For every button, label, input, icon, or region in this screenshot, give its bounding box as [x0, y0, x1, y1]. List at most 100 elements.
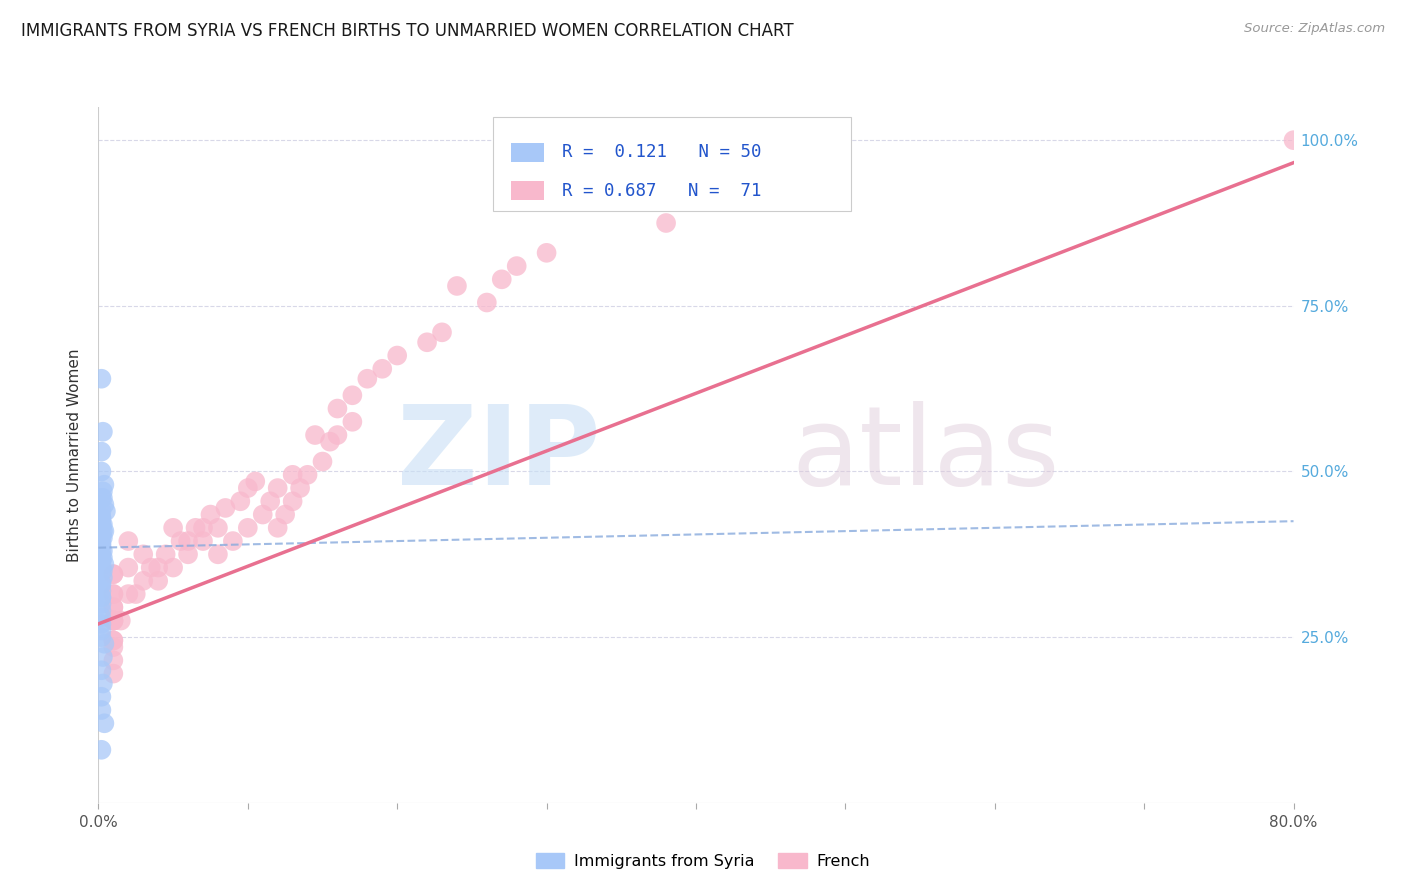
Point: [91, 531, 114, 545]
Point: [90, 690, 112, 704]
Point: [342, 415, 364, 429]
Point: [125, 587, 148, 601]
Point: [319, 434, 342, 449]
Point: [93, 558, 115, 572]
Text: Source: ZipAtlas.com: Source: ZipAtlas.com: [1244, 22, 1385, 36]
Point: [155, 547, 177, 561]
Point: [281, 494, 304, 508]
Point: [536, 245, 558, 260]
Point: [90, 504, 112, 518]
Point: [297, 467, 319, 482]
FancyBboxPatch shape: [494, 118, 852, 211]
Point: [304, 428, 326, 442]
Point: [214, 500, 236, 515]
Point: [229, 494, 252, 508]
Point: [90, 624, 112, 638]
Point: [184, 521, 207, 535]
Point: [267, 481, 290, 495]
Point: [90, 531, 112, 545]
Point: [90, 591, 112, 605]
Point: [90, 537, 112, 551]
Point: [207, 547, 229, 561]
Point: [326, 428, 349, 442]
Point: [90, 577, 112, 591]
Point: [103, 633, 125, 648]
Point: [90, 616, 112, 631]
Point: [91, 564, 114, 578]
Point: [90, 550, 112, 565]
Point: [252, 508, 274, 522]
Point: [506, 259, 529, 273]
Point: [90, 743, 112, 757]
Point: [274, 508, 297, 522]
Point: [90, 372, 112, 386]
Text: IMMIGRANTS FROM SYRIA VS FRENCH BIRTHS TO UNMARRIED WOMEN CORRELATION CHART: IMMIGRANTS FROM SYRIA VS FRENCH BIRTHS T…: [21, 22, 794, 40]
Point: [90, 517, 112, 532]
Point: [90, 604, 112, 618]
Y-axis label: Births to Unmarried Women: Births to Unmarried Women: [67, 348, 83, 562]
Point: [430, 326, 453, 340]
Point: [103, 614, 125, 628]
Point: [177, 534, 200, 549]
Text: R =  0.121   N = 50: R = 0.121 N = 50: [562, 144, 762, 161]
Point: [326, 401, 349, 416]
Point: [117, 534, 139, 549]
Point: [91, 676, 114, 690]
Point: [90, 511, 112, 525]
Point: [162, 560, 184, 574]
Point: [169, 534, 191, 549]
Point: [103, 653, 125, 667]
Point: [311, 454, 333, 468]
Point: [90, 591, 112, 605]
Point: [177, 547, 200, 561]
Point: [655, 216, 678, 230]
Point: [236, 521, 259, 535]
Point: [281, 467, 304, 482]
Bar: [510, 143, 544, 162]
Point: [491, 272, 513, 286]
Point: [103, 600, 125, 615]
Point: [90, 610, 112, 624]
Point: [103, 640, 125, 654]
Point: [90, 597, 112, 611]
Point: [342, 388, 364, 402]
Point: [91, 425, 114, 439]
Point: [90, 630, 112, 644]
Point: [356, 372, 378, 386]
Text: R = 0.687   N =  71: R = 0.687 N = 71: [562, 182, 762, 200]
Point: [475, 295, 498, 310]
Point: [91, 524, 114, 538]
Point: [93, 524, 115, 538]
Text: ZIP: ZIP: [396, 401, 600, 508]
Point: [90, 511, 112, 525]
Point: [91, 544, 114, 558]
Point: [446, 279, 468, 293]
Point: [94, 504, 117, 518]
Point: [191, 521, 214, 535]
Point: [245, 475, 267, 489]
Point: [90, 465, 112, 479]
Bar: [510, 181, 544, 201]
Text: atlas: atlas: [792, 401, 1060, 508]
Point: [288, 481, 311, 495]
Point: [200, 508, 222, 522]
Point: [90, 537, 112, 551]
Point: [162, 521, 184, 535]
Point: [91, 650, 114, 665]
Point: [93, 498, 115, 512]
Point: [191, 534, 214, 549]
Point: [90, 577, 112, 591]
Point: [90, 558, 112, 572]
Point: [90, 517, 112, 532]
Point: [259, 494, 281, 508]
Point: [90, 564, 112, 578]
Point: [90, 583, 112, 598]
Point: [90, 703, 112, 717]
Point: [90, 444, 112, 458]
Point: [103, 614, 125, 628]
Point: [236, 481, 259, 495]
Point: [90, 544, 112, 558]
Point: [103, 600, 125, 615]
Point: [103, 614, 125, 628]
Point: [90, 663, 112, 677]
